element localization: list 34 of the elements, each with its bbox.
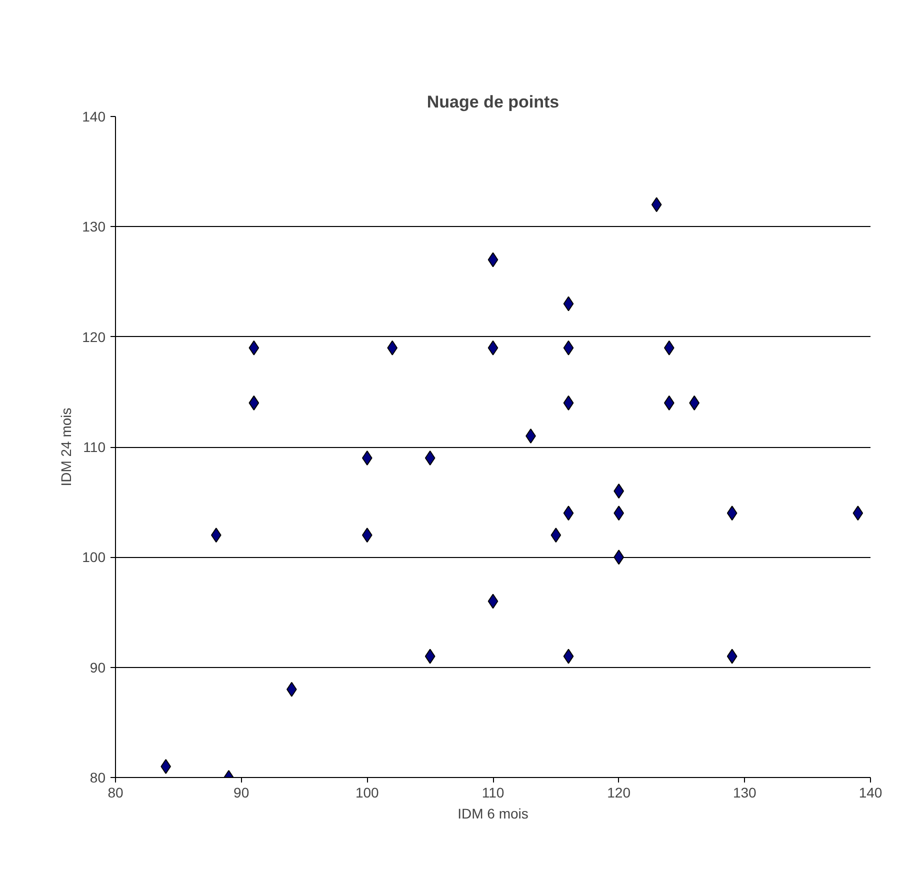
point <box>563 506 574 521</box>
point <box>424 648 436 664</box>
point <box>488 252 498 268</box>
x-tick-label: 100 <box>355 784 380 800</box>
point <box>563 395 574 410</box>
point <box>852 506 864 521</box>
point <box>488 594 498 609</box>
point <box>248 340 260 356</box>
point <box>550 528 562 543</box>
point <box>424 450 436 466</box>
y-tick-label: 140 <box>82 108 106 124</box>
point <box>563 340 574 356</box>
x-tick-label: 130 <box>732 784 757 800</box>
y-tick-label: 90 <box>90 659 106 676</box>
point <box>488 340 498 356</box>
x-tick-label: 140 <box>858 784 882 800</box>
y-tick-label: 120 <box>82 328 106 345</box>
x-axis-title: IDM 6 mois <box>458 806 528 822</box>
x-tick-label: 120 <box>607 784 631 800</box>
y-tick-label: 80 <box>90 770 106 786</box>
point <box>726 506 738 521</box>
x-tick-label: 110 <box>482 784 504 800</box>
y-tick-label: 110 <box>83 439 106 455</box>
point <box>726 648 738 664</box>
x-tick-label: 90 <box>234 784 250 800</box>
chart-title: Nuage de points <box>426 92 560 112</box>
y-tick-label: 130 <box>82 218 106 235</box>
y-tick-label: 100 <box>82 549 106 566</box>
point <box>563 296 574 312</box>
point <box>651 197 662 212</box>
x-tick-label: 80 <box>108 784 124 800</box>
y-axis-title: IDM 24 mois <box>58 408 74 486</box>
point <box>248 395 260 410</box>
point <box>563 648 574 664</box>
